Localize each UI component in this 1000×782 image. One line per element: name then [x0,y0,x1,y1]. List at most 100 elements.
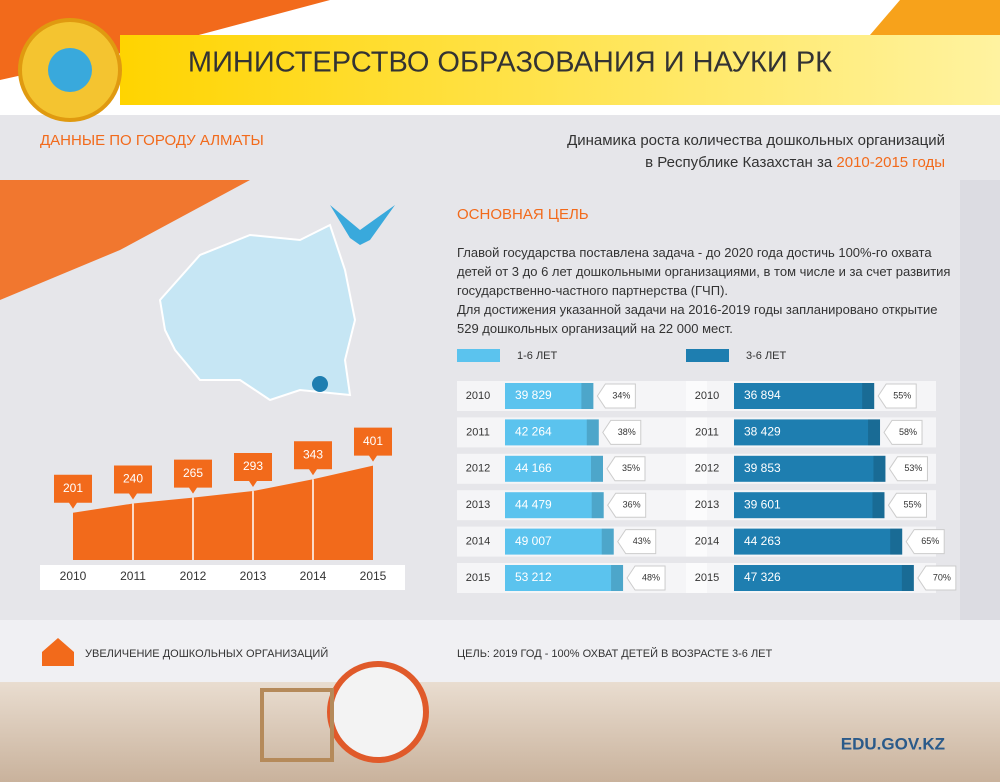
data-label: 343 [303,447,323,461]
y-tick-label: 2012 [695,463,719,475]
x-tick-label: 2015 [360,569,387,583]
data-label: 201 [63,481,83,495]
data-label: 39 829 [515,388,552,402]
data-label: 39 853 [744,461,781,475]
swoosh [0,180,250,300]
coverage-tag [917,565,957,591]
coverage-tag [883,419,923,445]
y-tick-label: 2014 [695,536,719,548]
bar-tip [590,455,603,482]
data-label: 36 894 [744,388,781,402]
paragraph: Для достижения указанной задачи на 2016-… [457,302,938,336]
abacus [260,688,334,762]
subtitle: в Республике Казахстан за 2010-2015 годы [645,154,945,171]
data-label: 44 166 [515,461,552,475]
coverage-tag [887,492,927,518]
bar [505,455,603,482]
y-tick-label: 2011 [466,426,490,438]
map-dot [312,376,328,392]
y-tick-label: 2015 [466,572,490,584]
flag [174,459,212,494]
band [0,620,1000,682]
caption: УВЕЛИЧЕНИЕ ДОШКОЛЬНЫХ ОРГАНИЗАЦИЙ [85,647,328,660]
bar-tip [601,528,614,555]
flag [54,474,92,509]
bar-tip [868,419,881,446]
y-tick-label: 2013 [695,499,719,511]
subtitle: Динамика роста количества дошкольных орг… [567,132,945,149]
data-label: 293 [243,459,263,473]
x-tick-label: 2013 [240,569,267,583]
emblem [48,48,92,92]
ornament [960,180,1000,620]
bar [505,492,604,519]
data-label: 49 007 [515,534,552,548]
flag [294,441,332,476]
coverage-tag [617,529,657,555]
city-label: ДАННЫЕ ПО ГОРОДУ АЛМАТЫ [40,132,264,149]
coverage-label: 38% [618,427,636,437]
x-tick-label: 2010 [60,569,87,583]
bar [734,419,881,446]
y-tick-label: 2015 [695,572,719,584]
flag [114,465,152,500]
x-tick-label: 2011 [120,569,146,583]
coverage-tag [602,419,642,445]
y-tick-label: 2011 [695,426,719,438]
coverage-tag [877,383,917,409]
coverage-label: 43% [633,536,651,546]
banner [120,35,1000,105]
paragraph: Главой государства поставлена задача - д… [457,245,951,298]
bar-tip [591,492,604,519]
coverage-label: 65% [921,536,939,546]
swoosh [870,0,1000,35]
charts: 201 2010 240 2011 265 2012 293 2013 343 2014 401 20… [40,349,957,593]
coverage-label: 36% [623,500,641,510]
coverage-tag [596,383,636,409]
title: МИНИСТЕРСТВО ОБРАЗОВАНИЯ И НАУКИ РК [188,47,832,79]
x-tick-label: 2014 [300,569,327,583]
data-label: 44 479 [515,497,552,511]
subtitle: в Республике Казахстан за [645,154,833,171]
data-label: 240 [123,472,143,486]
flag [354,427,392,462]
map [158,223,357,402]
bar [734,455,886,482]
coverage-label: 70% [933,572,951,582]
bar [505,565,624,591]
coverage-tag [888,456,928,482]
bar [734,492,885,519]
coverage-tag [905,529,945,555]
bar-tip [872,492,885,519]
coverage-label: 53% [904,463,922,473]
y-tick-label: 2013 [466,499,490,511]
x-tick-label: 2012 [180,569,207,583]
coverage-tag [626,565,666,591]
coverage-label: 58% [899,427,917,437]
y-tick-label: 2012 [466,463,490,475]
bar [734,565,914,591]
legend-label: 1-6 ЛЕТ [517,350,558,362]
ball [327,661,429,763]
flag [234,453,272,488]
bar-tip [581,383,594,409]
coverage-label: 35% [622,463,640,473]
data-label: 44 263 [744,534,781,548]
bar-tip [611,565,624,591]
goal-text: ЦЕЛЬ: 2019 ГОД - 100% ОХВАТ ДЕТЕЙ В ВОЗР… [457,647,773,660]
bar-tip [901,565,914,591]
data-label: 42 264 [515,425,552,439]
y-tick-label: 2010 [695,390,719,402]
legend-label: 3-6 ЛЕТ [746,350,787,362]
coverage-label: 55% [893,390,911,400]
coverage-label: 34% [612,390,630,400]
bar [734,383,875,409]
y-tick-label: 2014 [466,536,490,548]
coverage-label: 55% [903,500,921,510]
bar [505,528,614,555]
coverage-tag [606,456,646,482]
legend-swatch [686,349,729,362]
coverage-label: 48% [642,572,660,582]
